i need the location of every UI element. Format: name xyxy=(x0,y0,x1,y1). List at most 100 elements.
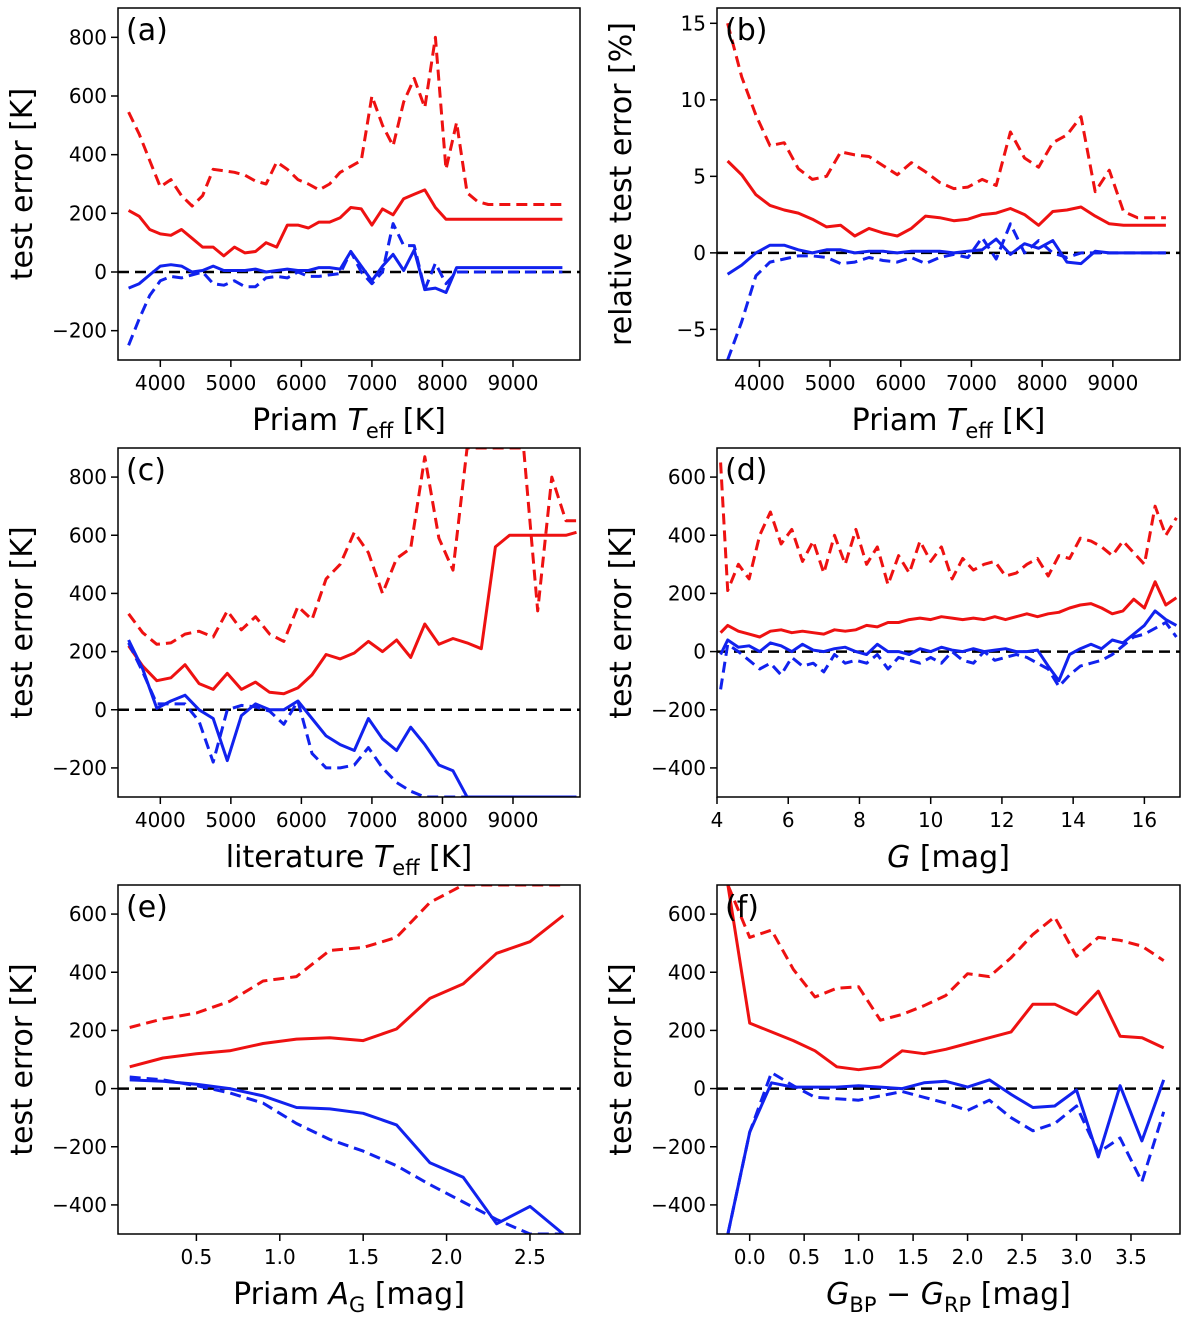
panel-label: (e) xyxy=(126,890,168,925)
x-tick-label: 2.5 xyxy=(1006,1245,1038,1269)
x-axis-title: G [mag] xyxy=(887,840,1010,875)
x-tick-label: 3.0 xyxy=(1061,1245,1093,1269)
y-tick-label: −400 xyxy=(651,1193,706,1217)
x-tick-label: 6000 xyxy=(276,371,327,395)
series-line-red-solid xyxy=(726,159,1166,238)
x-tick-label: 4000 xyxy=(135,808,186,832)
x-tick-label: 1.0 xyxy=(264,1245,296,1269)
x-tick-label: 9000 xyxy=(1087,371,1138,395)
x-axis-title-subscript: eff xyxy=(366,419,394,443)
y-axis-title: test error [K] xyxy=(5,88,40,280)
y-tick-label: 200 xyxy=(69,640,107,664)
y-tick-label: 200 xyxy=(69,201,107,225)
x-axis-title-symbol-2: G xyxy=(921,1277,944,1312)
x-tick-label: 7000 xyxy=(346,808,397,832)
y-tick-label: 200 xyxy=(668,581,706,605)
y-tick-label: 0 xyxy=(693,1077,706,1101)
axes-frame xyxy=(117,7,581,361)
y-tick-label: 400 xyxy=(69,960,107,984)
x-axis-title-symbol: T xyxy=(348,403,369,438)
x-axis-title: Priam Teff​ [K] xyxy=(252,403,446,443)
x-tick-label: 8000 xyxy=(417,808,468,832)
x-tick-label: 16 xyxy=(1132,808,1157,832)
x-axis-title-symbol: A xyxy=(326,1277,349,1312)
y-tick-label: 600 xyxy=(69,902,107,926)
x-axis-title-subscript: G xyxy=(349,1293,365,1315)
x-tick-label: 0.5 xyxy=(180,1245,212,1269)
chart-panel-a: 4000 5000 6000 7000 8000 9000 −200 0 200 400 600 80… xyxy=(5,7,581,443)
panel-label: (d) xyxy=(725,453,767,488)
chart-panel-f: 0.0 0.5 1.0 1.5 2.0 2.5 3.0 3.5 −400 −200 0 200 400 6… xyxy=(604,884,1181,1317)
y-tick-label: 600 xyxy=(668,902,706,926)
y-tick-label: 0 xyxy=(693,241,706,265)
x-tick-label: 1.5 xyxy=(347,1245,379,1269)
y-tick-label: −200 xyxy=(52,1135,107,1159)
series-line-blue-dashed xyxy=(129,1075,564,1234)
x-axis-title-symbol: T xyxy=(947,403,968,438)
x-tick-label: 4000 xyxy=(734,371,785,395)
x-axis-title-operator: − xyxy=(876,1277,920,1312)
y-tick-label: 600 xyxy=(69,523,107,547)
panel-label: (f) xyxy=(725,890,759,925)
x-axis-title-unit: [K] xyxy=(420,840,473,875)
x-tick-label: 1.5 xyxy=(897,1245,929,1269)
y-tick-label: 600 xyxy=(668,465,706,489)
y-tick-label: 600 xyxy=(69,84,107,108)
series-line-red-solid xyxy=(726,885,1165,1072)
x-axis-title-symbol: G xyxy=(826,1277,849,1312)
y-axis-title: test error [K] xyxy=(5,963,40,1155)
axes-frame xyxy=(716,884,1181,1235)
y-tick-label: −200 xyxy=(651,698,706,722)
x-axis-title: Priam Teff​ [K] xyxy=(852,403,1046,443)
x-tick-label: 5000 xyxy=(205,371,256,395)
x-tick-label: 7000 xyxy=(946,371,997,395)
x-tick-label: 14 xyxy=(1060,808,1085,832)
y-tick-label: 0 xyxy=(94,1077,107,1101)
series-line-red-dashed xyxy=(719,462,1178,592)
y-tick-label: 200 xyxy=(69,1018,107,1042)
y-tick-label: 0 xyxy=(94,260,107,284)
series-line-red-dashed xyxy=(127,448,577,646)
series-line-blue-dashed xyxy=(726,222,1166,360)
chart-panel-e: 0.5 1.0 1.5 2.0 2.5 −400 −200 0 200 400 600 (e) test… xyxy=(5,884,581,1317)
x-axis-title-unit: [K] xyxy=(993,403,1046,438)
panel-label: (b) xyxy=(725,13,767,48)
x-tick-label: 9000 xyxy=(488,371,539,395)
axes-frame xyxy=(716,447,1181,798)
x-tick-label: 8 xyxy=(853,808,866,832)
x-axis-title-prefix: Priam xyxy=(852,403,947,438)
series-line-red-solid xyxy=(127,188,563,258)
x-tick-label: 6000 xyxy=(276,808,327,832)
x-tick-label: 1.0 xyxy=(843,1245,875,1269)
x-axis-title-unit: [mag] xyxy=(365,1277,465,1312)
x-tick-label: 2.5 xyxy=(514,1245,546,1269)
y-tick-label: −400 xyxy=(651,756,706,780)
series-line-blue-solid xyxy=(127,639,577,797)
x-axis-title-subscript-2: RP xyxy=(944,1293,971,1315)
x-axis-title-subscript: eff xyxy=(965,419,993,443)
y-tick-label: 800 xyxy=(69,25,107,49)
chart-panel-d: 4 6 8 10 12 14 16 −400 −200 0 200 400 600 (d) test err… xyxy=(604,447,1181,875)
y-axis-title: test error [K] xyxy=(604,963,639,1155)
x-tick-label: 6000 xyxy=(875,371,926,395)
series-line-red-solid xyxy=(719,580,1178,639)
chart-panel-c: 4000 5000 6000 7000 8000 9000 −200 0 200 400 600 80… xyxy=(5,447,581,880)
x-axis-title-prefix: Priam xyxy=(233,1277,328,1312)
y-tick-label: 0 xyxy=(693,640,706,664)
x-axis-title: GBP​ − GRP​ [mag] xyxy=(826,1277,1071,1315)
x-axis-title-symbol: G xyxy=(887,840,910,875)
series-line-blue-dashed xyxy=(127,642,577,797)
x-tick-label: 3.5 xyxy=(1115,1245,1147,1269)
series-line-red-dashed xyxy=(127,35,563,208)
x-axis-title-subscript: BP xyxy=(849,1293,876,1315)
x-axis-title: literature Teff​ [K] xyxy=(226,840,472,880)
x-axis-title-symbol: T xyxy=(374,840,395,875)
y-tick-label: 10 xyxy=(681,88,706,112)
x-tick-label: 9000 xyxy=(488,808,539,832)
x-tick-label: 2.0 xyxy=(952,1245,984,1269)
y-tick-label: 400 xyxy=(668,960,706,984)
series-line-red-dashed xyxy=(726,22,1166,220)
x-tick-label: 2.0 xyxy=(431,1245,463,1269)
